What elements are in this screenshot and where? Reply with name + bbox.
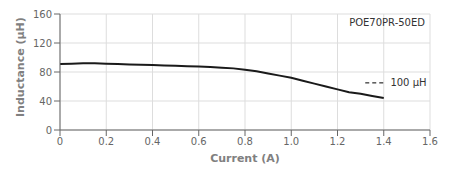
svg-text:0: 0 xyxy=(57,136,63,147)
svg-text:1.2: 1.2 xyxy=(330,136,346,147)
svg-text:Inductance (μH): Inductance (μH) xyxy=(14,17,27,117)
svg-text:80: 80 xyxy=(39,67,52,78)
svg-text:40: 40 xyxy=(39,96,52,107)
svg-text:POE70PR-50ED: POE70PR-50ED xyxy=(349,17,425,28)
svg-text:0.4: 0.4 xyxy=(145,136,161,147)
svg-text:160: 160 xyxy=(33,9,52,20)
svg-text:120: 120 xyxy=(33,38,52,49)
svg-text:0.2: 0.2 xyxy=(98,136,114,147)
svg-text:0: 0 xyxy=(46,125,52,136)
svg-text:100 μH: 100 μH xyxy=(390,77,426,88)
svg-text:0.6: 0.6 xyxy=(191,136,207,147)
svg-text:1.0: 1.0 xyxy=(283,136,299,147)
svg-text:1.6: 1.6 xyxy=(422,136,438,147)
svg-text:0.8: 0.8 xyxy=(237,136,253,147)
svg-text:Current (A): Current (A) xyxy=(210,152,280,164)
svg-text:1.4: 1.4 xyxy=(376,136,392,147)
